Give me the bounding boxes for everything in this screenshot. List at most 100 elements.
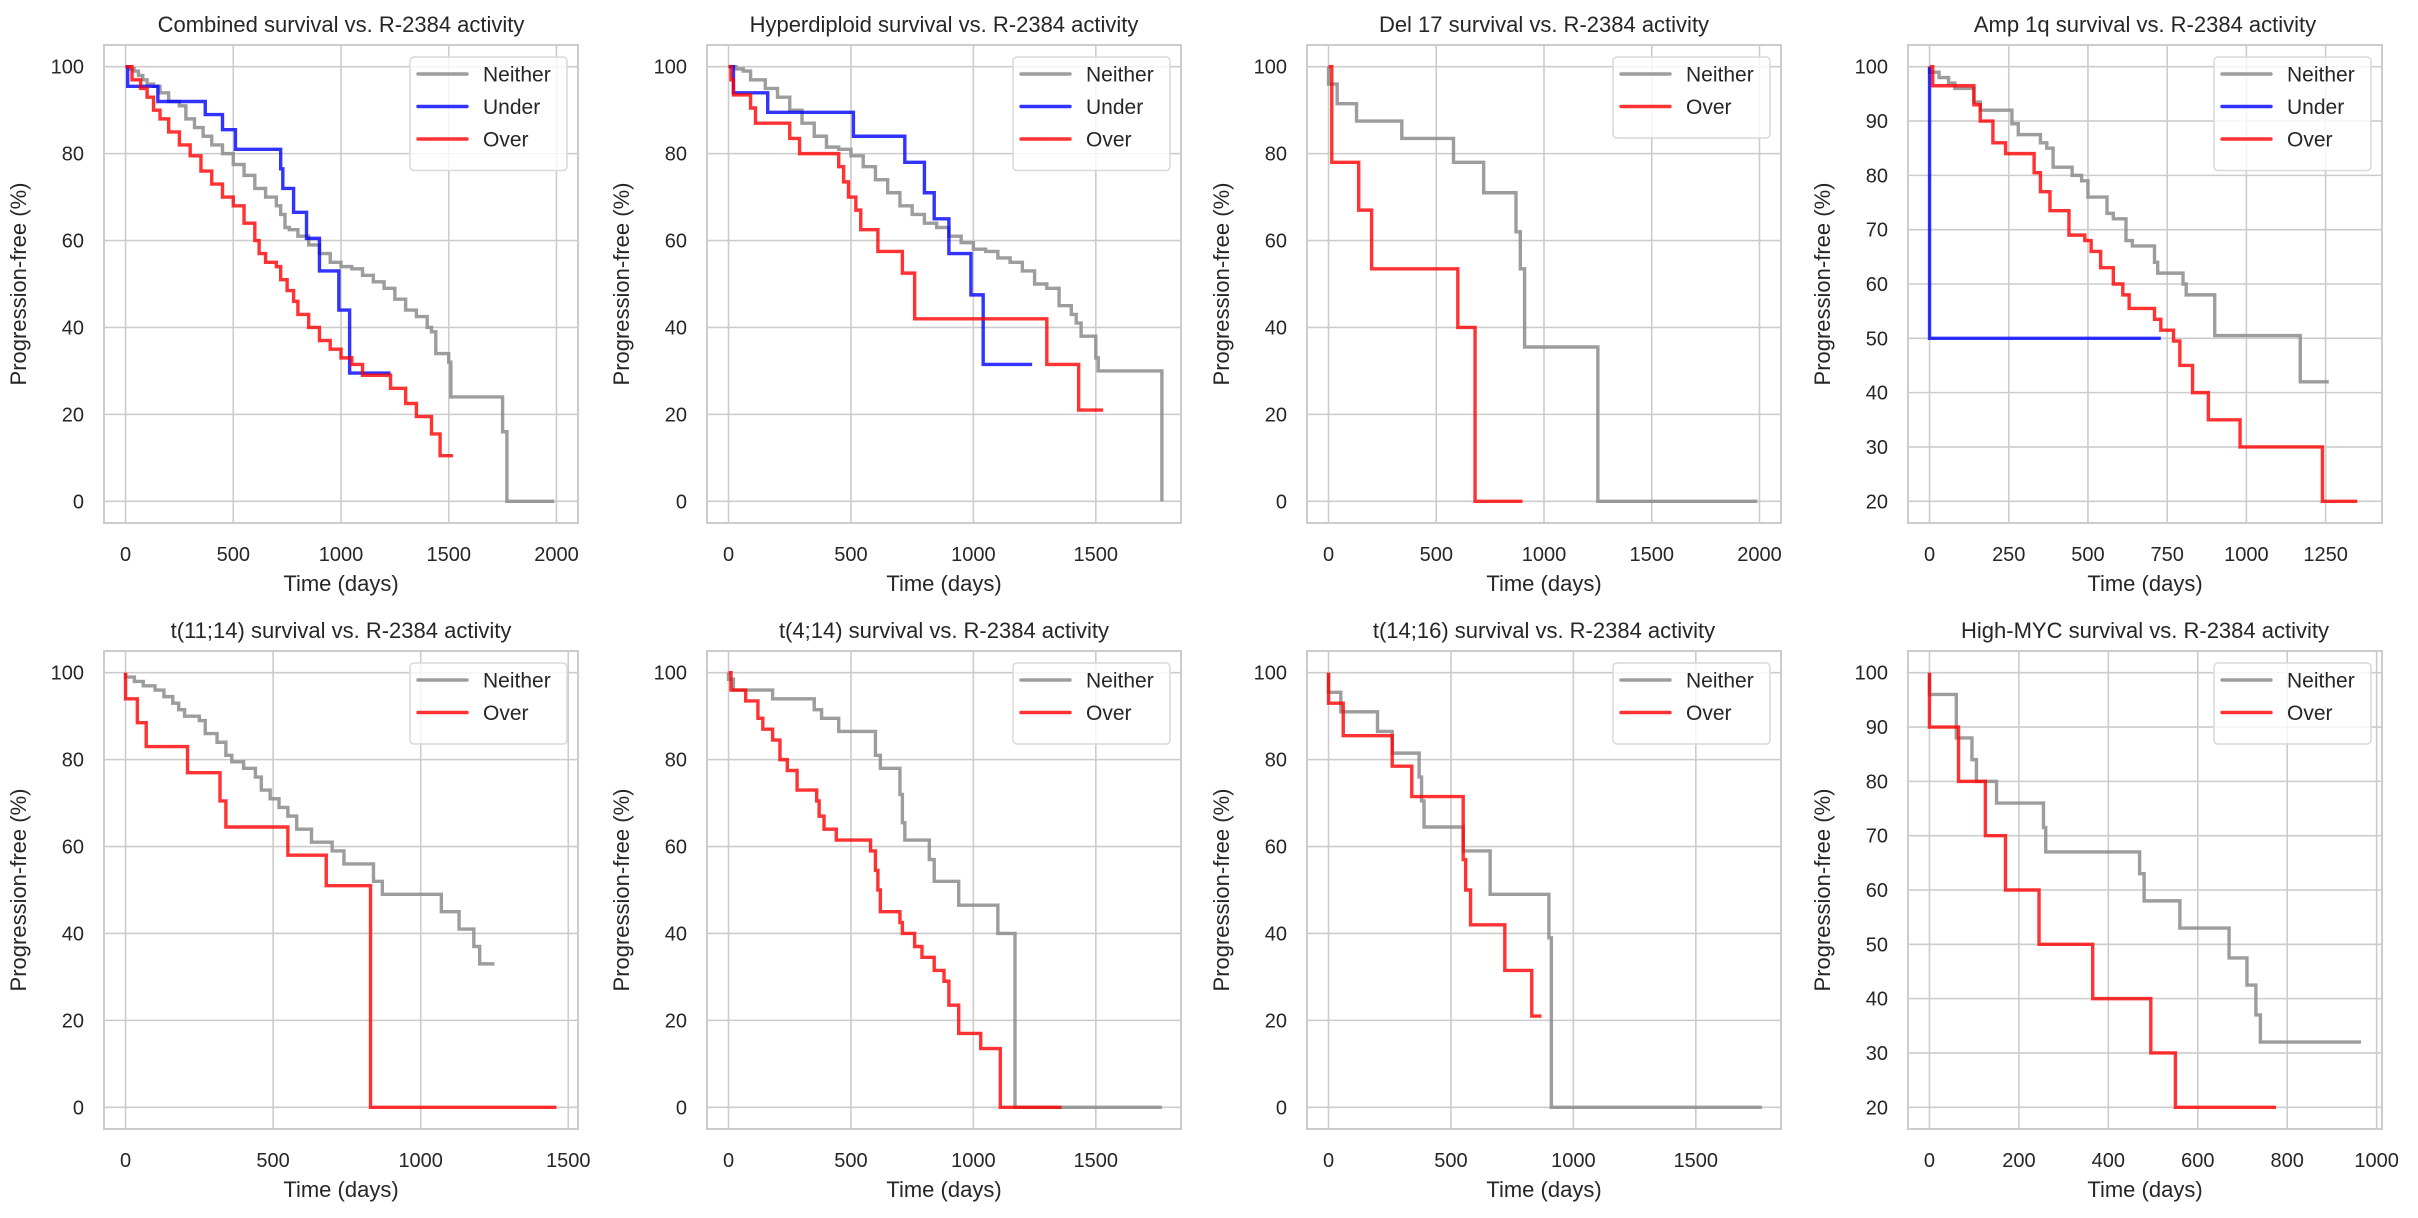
x-axis-label: Time (days): [283, 1177, 398, 1202]
y-axis-label: Progression-free (%): [1209, 183, 1234, 386]
chart-title: High-MYC survival vs. R-2384 activity: [1961, 618, 2329, 643]
chart-title: t(11;14) survival vs. R-2384 activity: [171, 618, 512, 643]
y-tick-label: 30: [1866, 1043, 1888, 1065]
y-tick-label: 40: [1265, 317, 1287, 339]
chart-title: Combined survival vs. R-2384 activity: [158, 12, 525, 37]
x-axis-label: Time (days): [2087, 1177, 2202, 1202]
y-tick-label: 80: [665, 144, 687, 166]
series-line-over: [123, 672, 557, 1109]
y-tick-label: 0: [676, 491, 687, 513]
legend-label-over: Over: [1686, 702, 1732, 725]
x-tick-label: 0: [1924, 1150, 1935, 1172]
legend: Neither Under Over: [2213, 56, 2372, 172]
x-tick-label: 0: [723, 1150, 734, 1172]
x-tick-label: 1000: [319, 544, 364, 566]
y-tick-label: 60: [1866, 274, 1888, 296]
y-tick-label: 70: [1866, 826, 1888, 848]
legend-label-over: Over: [2287, 129, 2333, 152]
y-tick-label: 0: [676, 1097, 687, 1119]
legend-frame: [409, 662, 568, 745]
series-line-over: [728, 65, 1104, 412]
x-tick-label: 0: [120, 1150, 131, 1172]
y-tick-label: 100: [51, 57, 84, 79]
legend: Neither Over: [1012, 662, 1171, 745]
series-line-over: [1927, 672, 2277, 1109]
legend-label-neither: Neither: [1686, 670, 1754, 693]
y-tick-label: 60: [1265, 231, 1287, 253]
chart-title: t(14;16) survival vs. R-2384 activity: [1373, 618, 1715, 643]
legend-frame: [2213, 56, 2372, 172]
y-axis-label: Progression-free (%): [1810, 183, 1835, 386]
y-tick-label: 50: [1866, 328, 1888, 350]
y-tick-label: 90: [1866, 717, 1888, 739]
x-tick-label: 500: [2071, 544, 2104, 566]
x-tick-label: 1000: [398, 1150, 443, 1172]
subplot-t-4-14: 0 500 1000 1500 0 20 40 60 80 100 t(4;14) survival…: [609, 618, 1182, 1202]
y-tick-label: 0: [73, 1097, 84, 1119]
axes-frame: [1907, 650, 2383, 1130]
axes-frame: [706, 44, 1182, 524]
y-axis-label: Progression-free (%): [1209, 789, 1234, 992]
y-tick-label: 100: [1254, 57, 1287, 79]
legend-label-under: Under: [2287, 96, 2344, 119]
y-tick-label: 70: [1866, 220, 1888, 242]
x-axis-label: Time (days): [1486, 571, 1601, 596]
y-tick-label: 50: [1866, 934, 1888, 956]
x-tick-label: 250: [1992, 544, 2025, 566]
x-axis-label: Time (days): [2087, 571, 2202, 596]
y-tick-label: 0: [1276, 491, 1287, 513]
x-tick-label: 500: [256, 1150, 289, 1172]
x-tick-label: 500: [834, 1150, 867, 1172]
y-tick-label: 80: [62, 144, 84, 166]
legend-frame: [2213, 662, 2372, 745]
legend: Neither Under Over: [409, 56, 568, 172]
y-axis-label: Progression-free (%): [6, 789, 31, 992]
x-tick-label: 800: [2271, 1150, 2304, 1172]
x-tick-label: 1250: [2303, 544, 2348, 566]
x-tick-label: 1500: [426, 544, 471, 566]
chart-title: Amp 1q survival vs. R-2384 activity: [1974, 12, 2316, 37]
y-tick-label: 40: [62, 317, 84, 339]
series-line-over: [125, 65, 454, 458]
axes-frame: [706, 650, 1182, 1130]
x-tick-label: 2000: [1737, 544, 1782, 566]
y-tick-label: 20: [665, 1010, 687, 1032]
x-tick-label: 2000: [534, 544, 579, 566]
chart-title: Hyperdiploid survival vs. R-2384 activit…: [750, 12, 1139, 37]
y-axis-label: Progression-free (%): [1810, 789, 1835, 992]
x-tick-label: 1000: [2224, 544, 2269, 566]
y-tick-label: 20: [62, 1010, 84, 1032]
series-line-under: [125, 65, 391, 375]
x-tick-label: 0: [723, 544, 734, 566]
x-tick-label: 400: [2092, 1150, 2125, 1172]
y-tick-label: 80: [1265, 144, 1287, 166]
x-tick-label: 1500: [1629, 544, 1674, 566]
subplot-del-17: 0 500 1000 1500 2000 0 20 40 60 80 100 Del 17 survi…: [1209, 12, 1782, 596]
series-line-neither: [125, 65, 555, 503]
legend-label-over: Over: [483, 129, 529, 152]
series-line-neither: [1927, 672, 2361, 1044]
x-tick-label: 500: [834, 544, 867, 566]
series-line-over: [1929, 65, 2358, 503]
y-tick-label: 60: [665, 231, 687, 253]
subplot-t-14-16: 0 500 1000 1500 0 20 40 60 80 100 t(14;16) surviva…: [1209, 618, 1782, 1202]
legend-label-neither: Neither: [483, 670, 551, 693]
y-tick-label: 40: [1866, 989, 1888, 1011]
x-tick-label: 1000: [2354, 1150, 2399, 1172]
legend-frame: [1612, 662, 1771, 745]
y-tick-label: 100: [1855, 57, 1888, 79]
x-tick-label: 1500: [1074, 544, 1119, 566]
x-tick-label: 500: [1434, 1150, 1467, 1172]
y-tick-label: 30: [1866, 437, 1888, 459]
x-tick-label: 1500: [546, 1150, 591, 1172]
legend-label-neither: Neither: [1686, 64, 1754, 87]
y-tick-label: 20: [62, 404, 84, 426]
y-tick-label: 20: [1265, 404, 1287, 426]
series-line-under: [1927, 66, 2161, 341]
legend-frame: [1012, 662, 1171, 745]
series-line-neither: [728, 65, 1164, 502]
legend-label-under: Under: [1086, 96, 1143, 119]
y-tick-label: 20: [665, 404, 687, 426]
y-tick-label: 40: [1866, 383, 1888, 405]
